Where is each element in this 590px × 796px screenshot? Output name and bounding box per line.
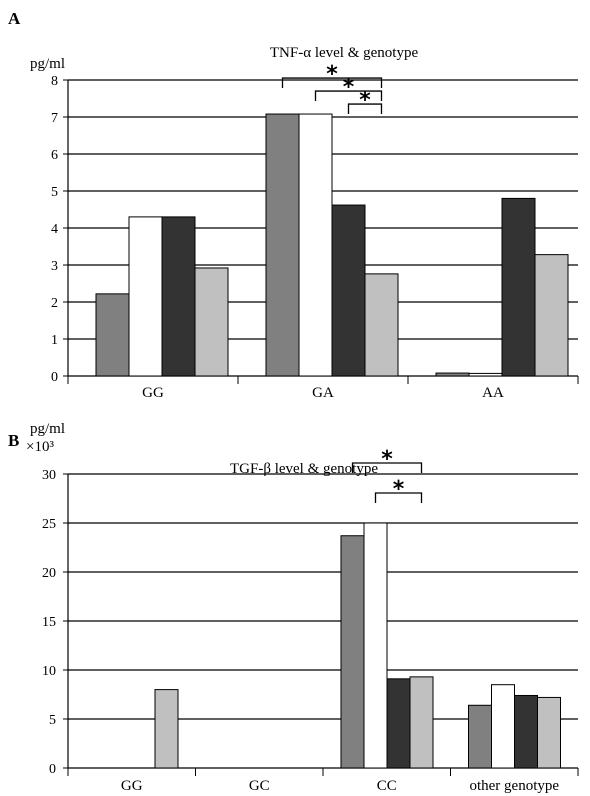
bar-aa-s2 — [468, 372, 503, 377]
y-tick-label: 8 — [51, 74, 58, 89]
significance-bracket — [314, 90, 383, 102]
bar-other-genotype-s1 — [468, 704, 492, 769]
panel-b-ylabel: pg/ml — [30, 421, 65, 437]
bar-aa-s4 — [534, 254, 569, 377]
y-tick-label: 0 — [51, 370, 58, 385]
y-tick-label: 30 — [42, 468, 56, 483]
category-label-aa: AA — [482, 385, 504, 401]
significance-bracket — [351, 462, 423, 473]
bar-other-genotype-s2 — [491, 684, 515, 769]
significance-star: * — [393, 477, 405, 502]
y-tick-label: 20 — [42, 566, 56, 581]
y-tick-label: 6 — [51, 148, 58, 163]
y-tick-label: 1 — [51, 333, 58, 348]
panel-a-title: TNF-α level & genotype — [270, 45, 419, 61]
bar-ga-s1 — [265, 113, 300, 377]
y-tick-label: 10 — [42, 664, 56, 679]
bar-cc-s1 — [340, 535, 365, 769]
bar-ga-s4 — [364, 273, 399, 377]
significance-bracket — [347, 103, 383, 115]
bar-gg-s4 — [194, 267, 229, 377]
category-label-cc: CC — [377, 778, 397, 794]
panel-a-letter: A — [8, 9, 21, 28]
bar-cc-s2 — [363, 522, 388, 769]
category-label-gg: GG — [142, 385, 164, 401]
bar-cc-s4 — [409, 676, 434, 769]
y-tick-label: 25 — [42, 517, 56, 532]
y-tick-label: 2 — [51, 296, 58, 311]
bar-gg-s2 — [128, 216, 163, 377]
bar-gg-s4 — [154, 689, 179, 769]
y-tick-label: 5 — [49, 713, 56, 728]
category-label-ga: GA — [312, 385, 334, 401]
bar-other-genotype-s3 — [514, 694, 538, 769]
panel-b-ylabel-sub: ×10³ — [26, 439, 54, 455]
panel-b-chart: 0 5 10 15 20 25 30 GG GC CC other genotype ** — [42, 447, 579, 794]
y-tick-label: 5 — [51, 185, 58, 200]
significance-bracket — [374, 492, 423, 503]
significance-star: * — [359, 88, 371, 113]
significance-star: * — [326, 62, 338, 87]
significance-star: * — [343, 75, 355, 100]
panel-b-letter: B — [8, 431, 19, 450]
y-tick-label: 3 — [51, 259, 58, 274]
y-tick-label: 4 — [51, 222, 58, 237]
y-tick-label: 7 — [51, 111, 58, 126]
category-label-other-genotype: other genotype — [469, 778, 559, 794]
panel-b-title: TGF-β level & genotype — [230, 461, 378, 477]
bar-ga-s2 — [298, 113, 333, 377]
y-tick-label: 15 — [42, 615, 56, 630]
bar-other-genotype-s4 — [537, 696, 561, 769]
bar-gg-s1 — [95, 293, 130, 377]
category-label-gc: GC — [249, 778, 270, 794]
category-label-gg: GG — [121, 778, 143, 794]
bar-ga-s3 — [331, 204, 366, 377]
significance-bracket — [281, 77, 383, 89]
panel-a-ylabel: pg/ml — [30, 56, 65, 72]
y-tick-label: 0 — [49, 762, 56, 777]
bar-gg-s3 — [161, 216, 196, 377]
bar-aa-s1 — [435, 372, 470, 377]
bar-cc-s3 — [386, 678, 411, 769]
bar-aa-s3 — [501, 197, 536, 377]
significance-star: * — [381, 447, 393, 472]
